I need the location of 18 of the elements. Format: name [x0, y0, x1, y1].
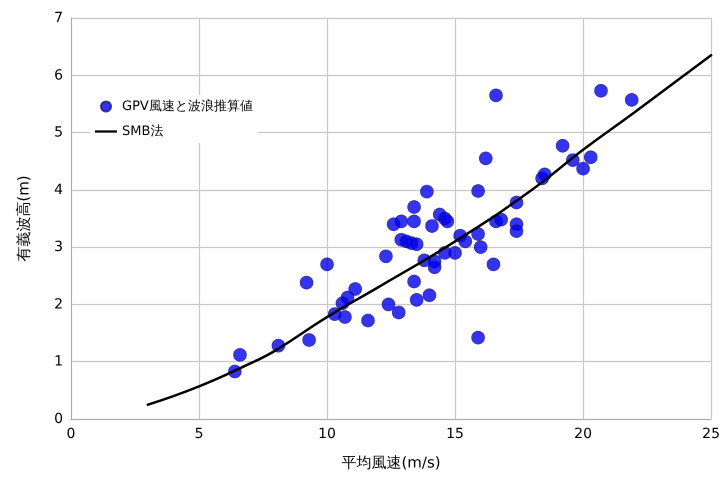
y-tick-label: 0 — [54, 411, 63, 427]
y-tick-label: 2 — [54, 296, 63, 312]
y-tick-label: 4 — [54, 182, 64, 198]
x-tick-label: 25 — [702, 426, 720, 442]
y-tick-label: 3 — [54, 239, 63, 256]
y-tick-label: 1 — [54, 354, 63, 370]
x-tick-label: 0 — [66, 426, 76, 442]
x-tick-label: 20 — [574, 426, 592, 442]
y-tick-label: 7 — [54, 10, 63, 26]
y-tick-label: 6 — [54, 67, 64, 84]
legend-label: GPV風速と波浪推算値 — [122, 98, 253, 114]
x-axis-title: 平均風速(m/s) — [341, 454, 441, 472]
y-tick-label: 5 — [54, 124, 63, 141]
x-tick-label: 5 — [194, 426, 204, 442]
x-tick-label: 10 — [318, 426, 336, 442]
x-tick-label: 15 — [446, 426, 464, 442]
legend-label: SMB法 — [122, 124, 164, 139]
y-axis-title: 有義波高(m) — [14, 175, 32, 262]
